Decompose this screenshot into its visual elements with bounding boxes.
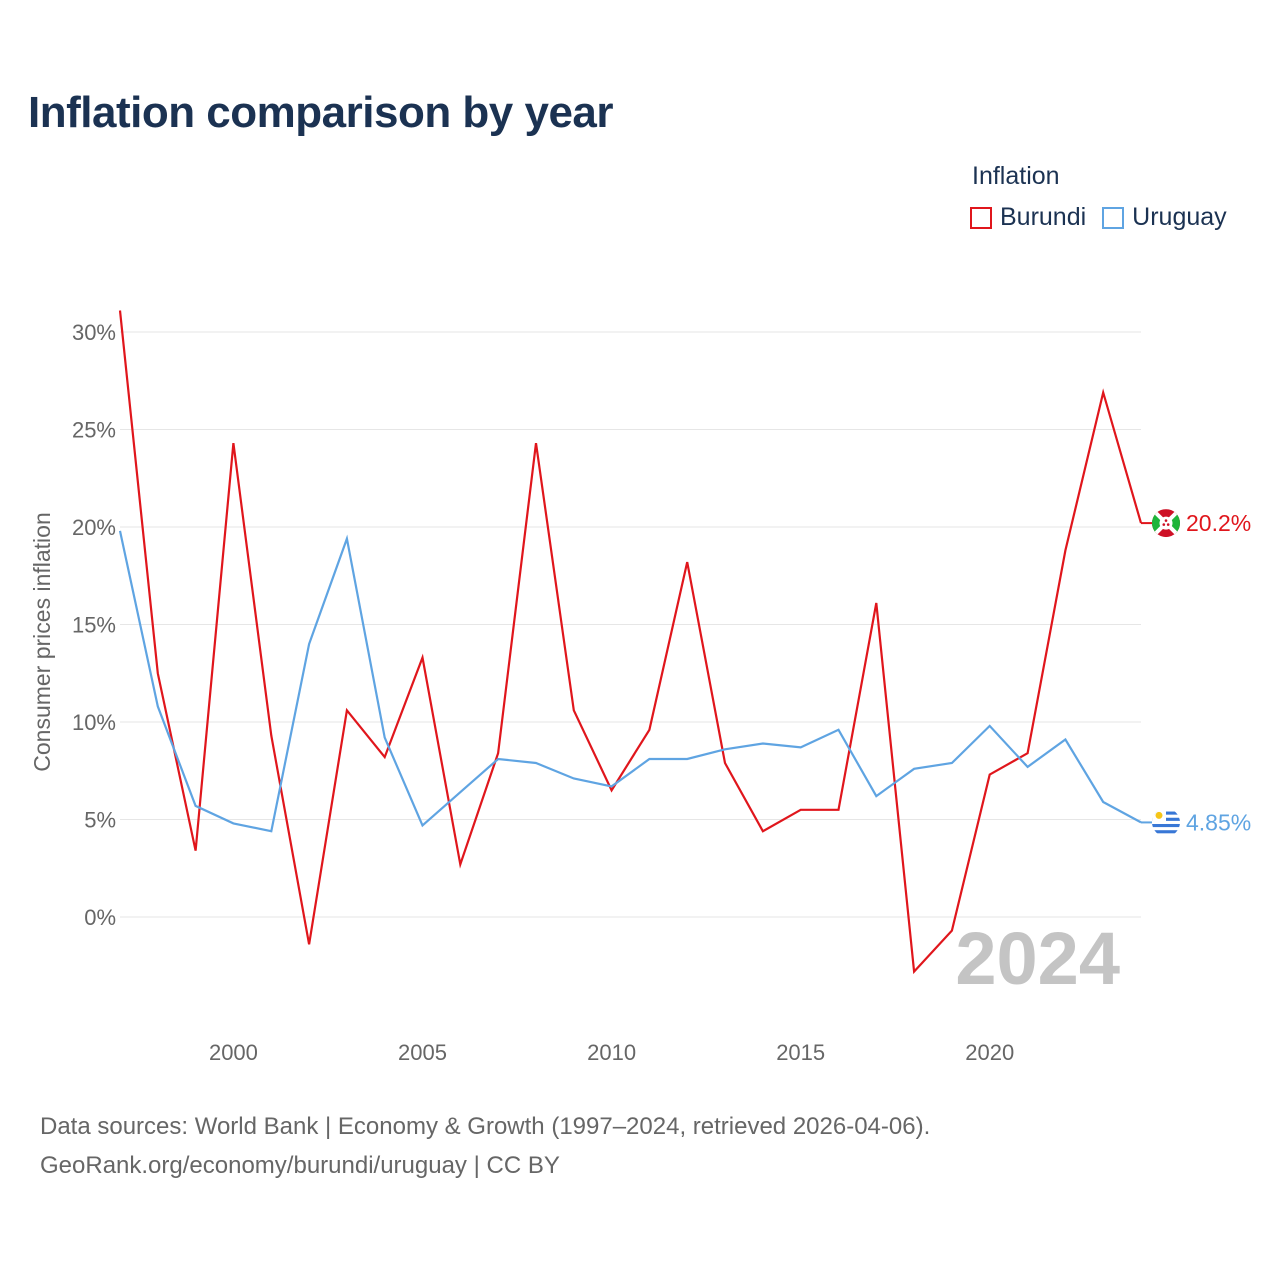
uruguay-flag-icon — [1152, 808, 1180, 837]
sources-line-1: Data sources: World Bank | Economy & Gro… — [40, 1113, 931, 1140]
legend-title: Inflation — [972, 162, 1060, 190]
y-tick-label: 20% — [72, 515, 116, 540]
burundi-flag-icon — [1152, 509, 1180, 538]
legend-item-uruguay[interactable]: Uruguay — [1102, 203, 1227, 232]
series-line-burundi — [118, 310, 1143, 975]
x-tick-label: 2010 — [587, 1040, 636, 1065]
x-tick-label: 2020 — [965, 1040, 1014, 1065]
legend-swatch-burundi — [970, 206, 992, 229]
y-tick-label: 15% — [72, 613, 116, 638]
y-tick-label: 30% — [72, 320, 116, 345]
y-tick-label: 25% — [72, 418, 116, 443]
data-sources: Data sources: World Bank | Economy & Gro… — [40, 1107, 930, 1185]
y-tick-label: 10% — [72, 710, 116, 735]
end-label-burundi: 20.2% — [1186, 510, 1251, 536]
series-line-uruguay — [118, 530, 1142, 833]
y-axis-label: Consumer prices inflation — [29, 512, 55, 772]
legend: Burundi Uruguay — [970, 203, 1227, 232]
y-tick-label: 5% — [84, 808, 116, 833]
x-tick-label: 2000 — [209, 1040, 258, 1065]
legend-label-burundi: Burundi — [1000, 203, 1087, 231]
y-tick-label: 0% — [84, 905, 116, 930]
end-label-uruguay: 4.85% — [1186, 809, 1251, 835]
x-tick-label: 2005 — [398, 1040, 447, 1065]
year-watermark: 2024 — [955, 917, 1120, 1000]
legend-label-uruguay: Uruguay — [1132, 203, 1227, 231]
page-title: Inflation comparison by year — [28, 88, 614, 137]
sources-line-2[interactable]: GeoRank.org/economy/burundi/uruguay | CC… — [40, 1152, 560, 1179]
legend-item-burundi[interactable]: Burundi — [970, 203, 1086, 232]
legend-swatch-uruguay — [1102, 206, 1125, 229]
x-tick-label: 2015 — [776, 1040, 825, 1065]
